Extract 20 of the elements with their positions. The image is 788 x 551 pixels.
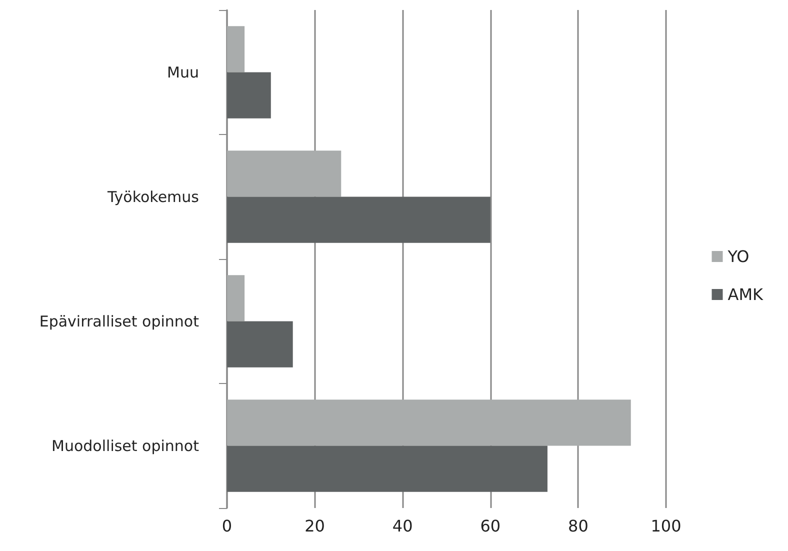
bar bbox=[227, 275, 245, 322]
x-tick-label: 20 bbox=[304, 516, 325, 536]
bar bbox=[227, 72, 271, 118]
y-tick-label: Epävirralliset opinnot bbox=[39, 312, 200, 330]
y-tick-label: Työkokemus bbox=[106, 188, 200, 206]
x-tick-label: 60 bbox=[480, 516, 501, 536]
x-tick-label: 80 bbox=[568, 516, 588, 536]
x-tick-label: 40 bbox=[392, 516, 413, 536]
legend-label: AMK bbox=[728, 285, 764, 304]
bar bbox=[227, 196, 490, 243]
legend-label: YO bbox=[726, 247, 750, 266]
y-tick-label: Muu bbox=[167, 63, 199, 82]
bar bbox=[227, 150, 342, 197]
bar bbox=[227, 321, 293, 368]
x-tick-label: 100 bbox=[650, 516, 682, 536]
bar bbox=[227, 400, 631, 446]
bar bbox=[227, 26, 245, 72]
y-tick-label: Muodolliset opinnot bbox=[52, 436, 200, 455]
x-tick-label: 0 bbox=[222, 516, 232, 536]
bar bbox=[227, 446, 548, 492]
